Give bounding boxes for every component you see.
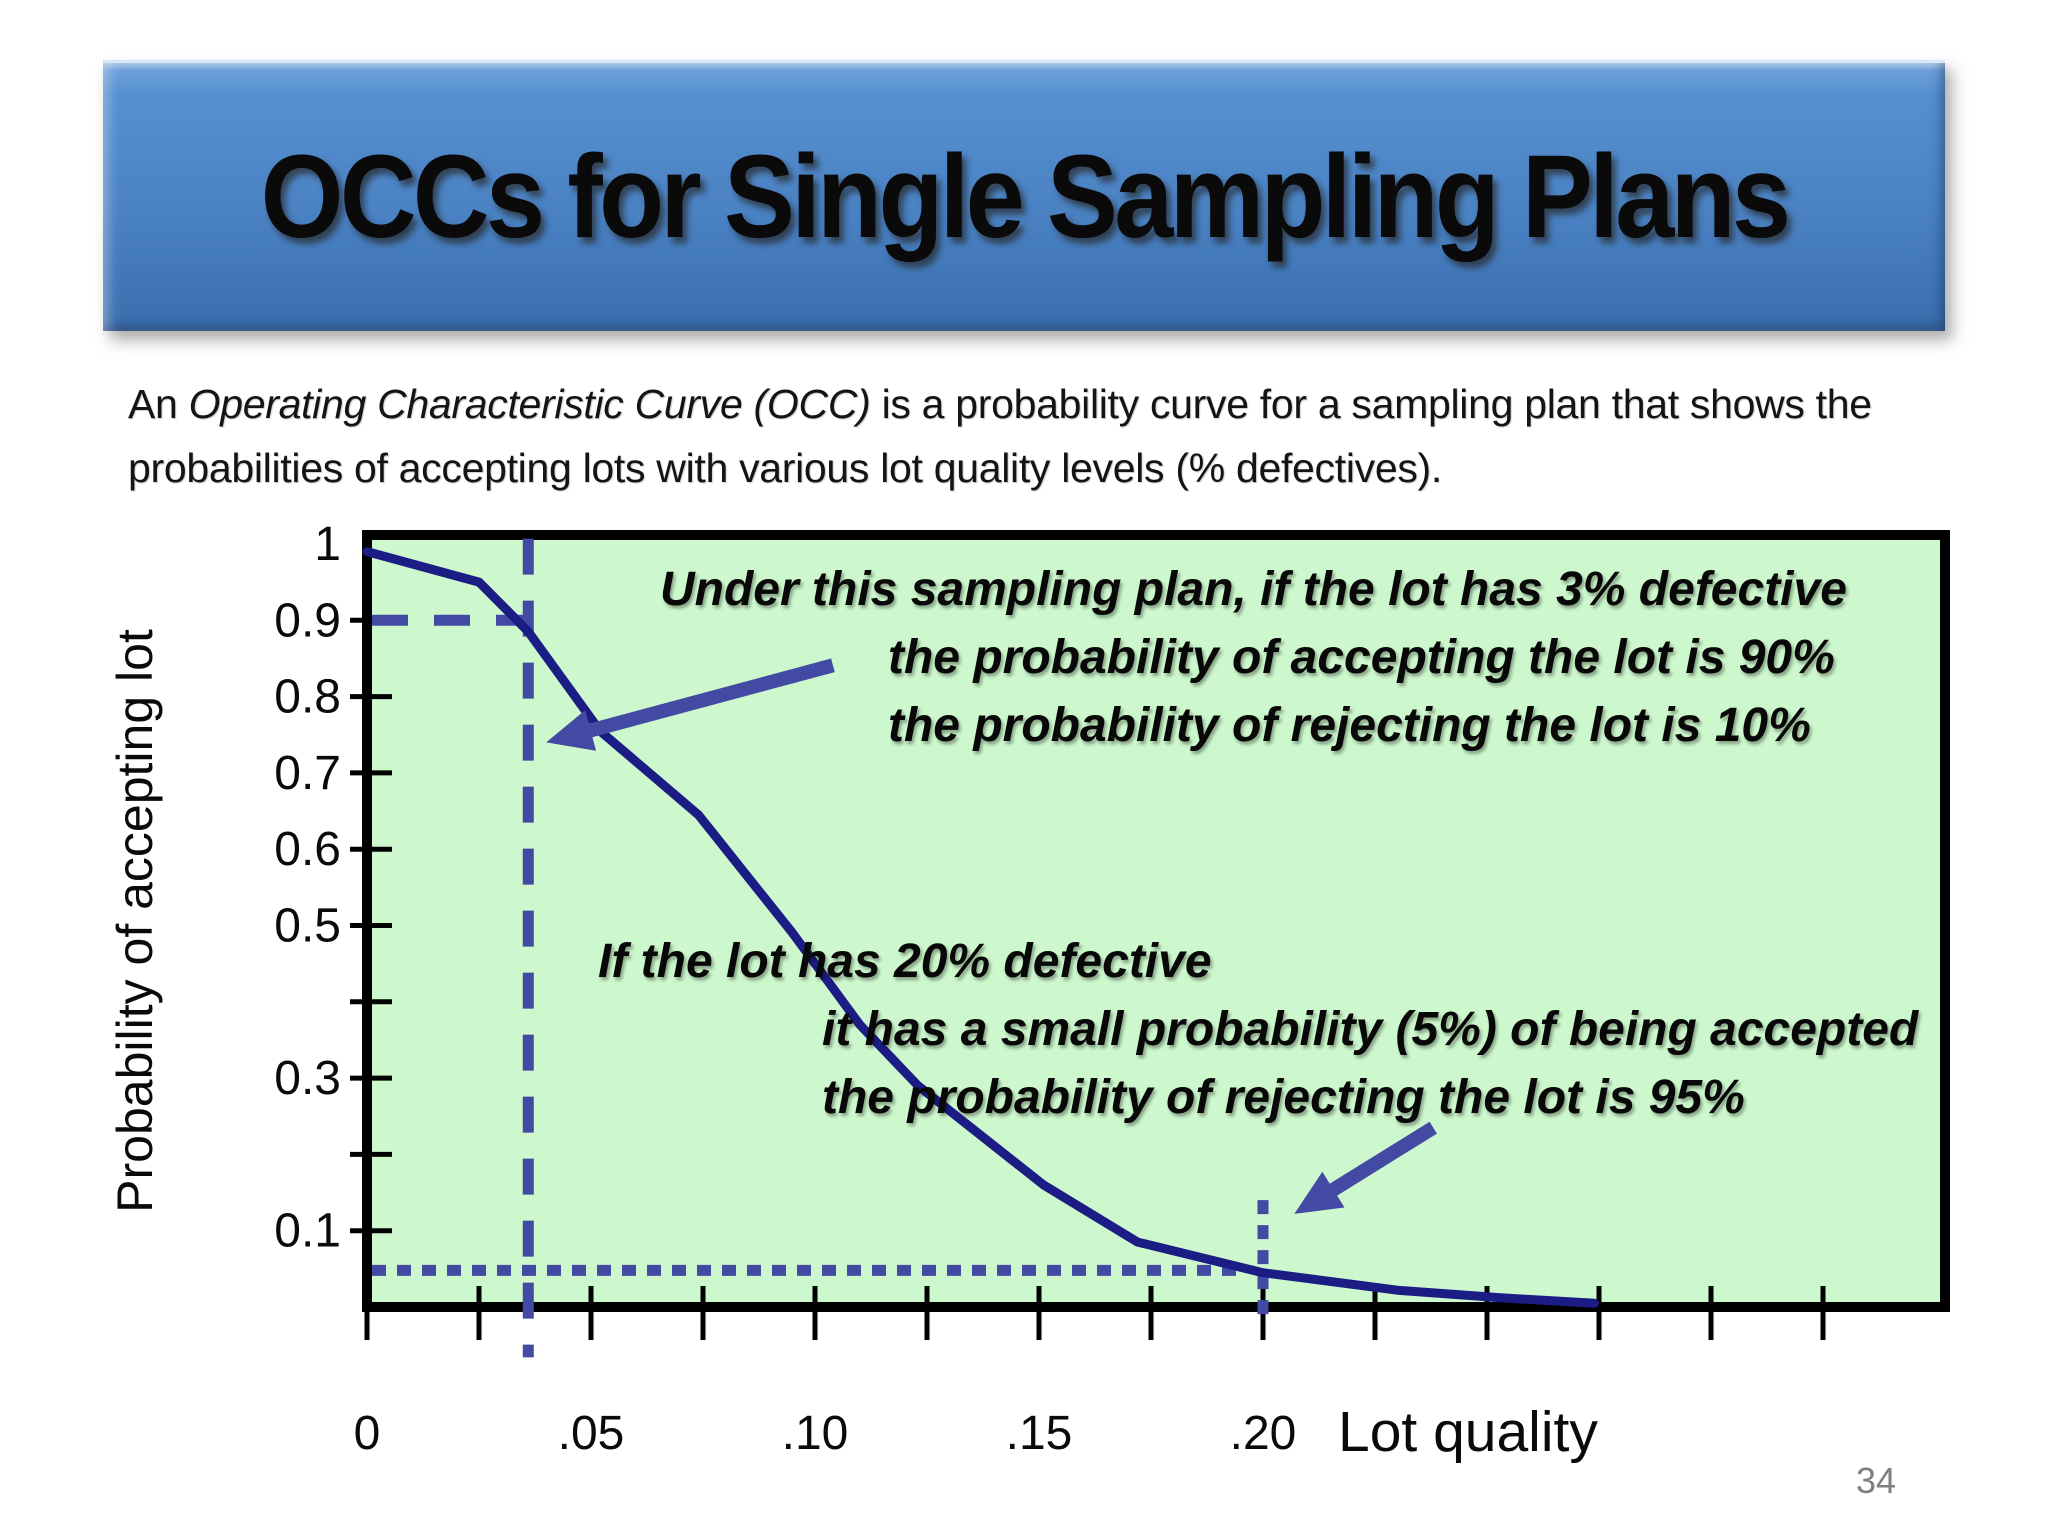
x-tick-label: .10 [782, 1407, 849, 1460]
callout-3pct-line2: the probability of accepting the lot is … [888, 631, 1835, 684]
callout-3pct-line3: the probability of rejecting the lot is … [888, 699, 1811, 752]
title-banner: OCCs for Single Sampling Plans [103, 60, 1945, 331]
x-tick-label: .15 [1006, 1407, 1073, 1460]
y-tick-label: 0.6 [274, 823, 341, 876]
y-tick-label: 0.8 [274, 671, 341, 724]
x-tick-label: .05 [558, 1407, 625, 1460]
callout-3pct-line1: Under this sampling plan, if the lot has… [660, 563, 1847, 616]
arrow-to-3pct-intersection-head [546, 710, 597, 751]
page-number: 34 [1856, 1460, 1897, 1501]
slide-title: OCCs for Single Sampling Plans [260, 131, 1791, 263]
callout-20pct-defective: If the lot has 20% defective it has a sm… [598, 928, 1918, 1132]
oc-curve [362, 547, 1599, 1308]
x-tick-label: .20 [1230, 1407, 1297, 1460]
plot-area [362, 530, 1950, 1312]
callout-20pct-line2: it has a small probability (5%) of being… [822, 1003, 1919, 1056]
y-tick-label: 0.7 [274, 747, 341, 800]
intro-rest: is a probability curve for a sampling pl… [128, 381, 1872, 491]
callout-20pct-line3: the probability of rejecting the lot is … [822, 1071, 1745, 1124]
y-tick-label: 0.5 [274, 900, 341, 953]
y-tick-label: 0.9 [274, 594, 341, 647]
y-tick-label: 1 [314, 518, 341, 571]
y-axis-title: Probability of accepting lot [107, 629, 163, 1213]
callout-20pct-line1: If the lot has 20% defective [598, 935, 1212, 988]
intro-text: An Operating Characteristic Curve (OCC) … [128, 372, 1948, 500]
arrow-to-20pct-intersection-head [1294, 1171, 1345, 1214]
callout-3pct-defective: Under this sampling plan, if the lot has… [660, 556, 1847, 760]
intro-prefix: An [128, 381, 189, 427]
x-axis-title: Lot quality [1338, 1400, 1598, 1464]
y-tick-label: 0.3 [274, 1052, 341, 1105]
arrow-to-20pct-intersection-shaft [1322, 1121, 1437, 1200]
intro-italic-term: Operating Characteristic Curve (OCC) [188, 381, 871, 427]
x-tick-label: 0 [354, 1407, 381, 1460]
y-tick-label: 0.1 [274, 1205, 341, 1258]
arrow-to-3pct-intersection-shaft [581, 658, 835, 740]
